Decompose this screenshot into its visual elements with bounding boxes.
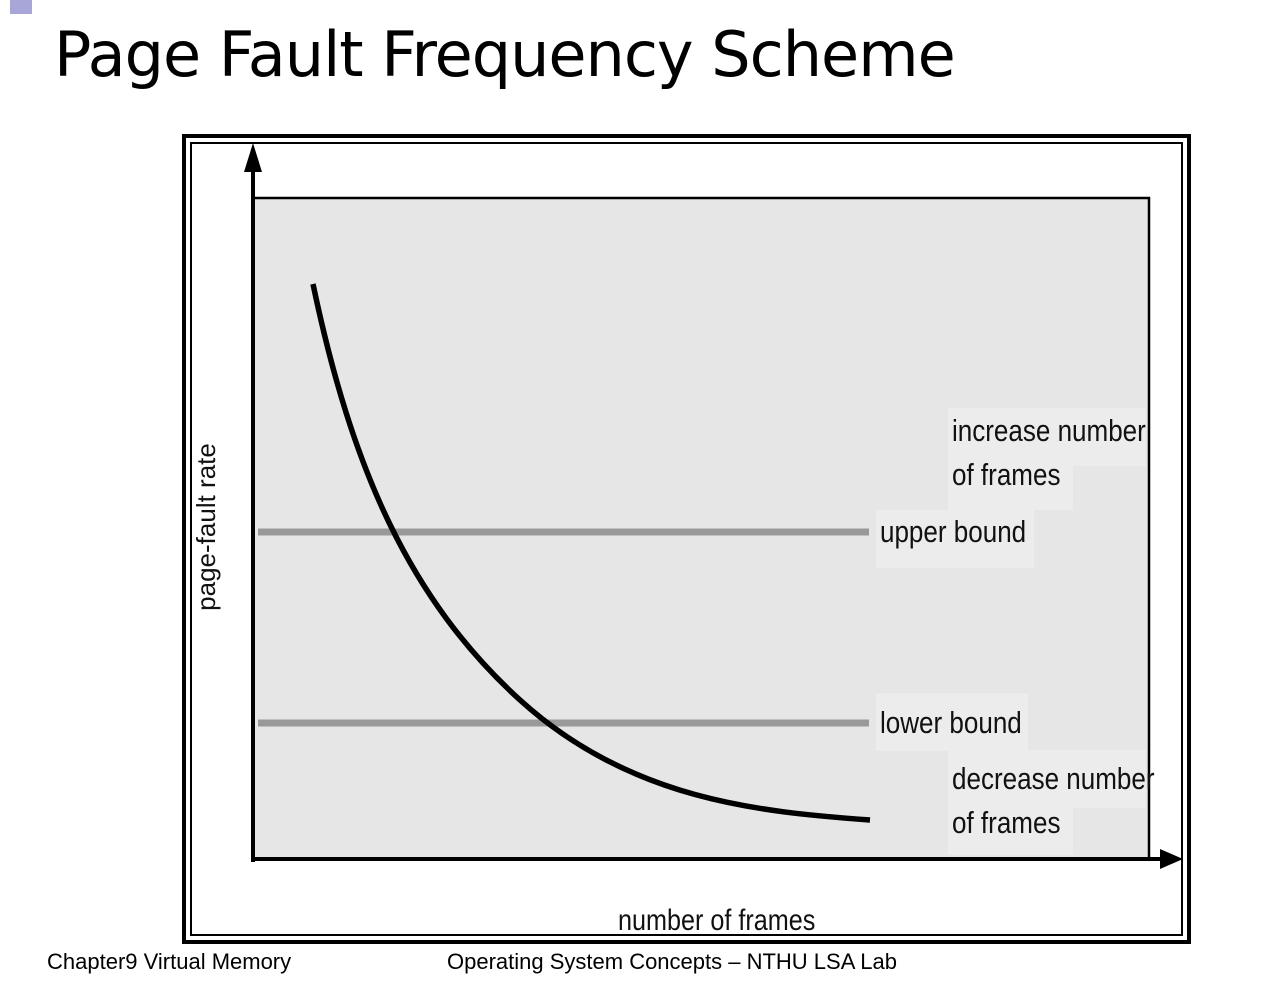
upper-bound-label: upper bound: [880, 515, 1026, 550]
inner-frame: [190, 142, 1183, 936]
decrease-label-bg-2: [948, 800, 1073, 855]
decrease-label-bg: [948, 750, 1146, 808]
x-axis-arrowhead: [1160, 849, 1183, 869]
corner-marker: [10, 0, 32, 14]
increase-label-bg-2: [948, 458, 1073, 510]
decrease-label-line1: decrease number: [952, 762, 1155, 797]
decrease-label-line2: of frames: [952, 806, 1060, 841]
lower-bound-label-bg: [876, 693, 1028, 751]
y-axis-arrowhead: [244, 143, 262, 172]
footer-chapter: Chapter9 Virtual Memory: [47, 949, 292, 974]
lower-bound-label: lower bound: [880, 706, 1022, 741]
page-fault-curve: [310, 283, 871, 823]
y-axis-label: page-fault rate: [191, 443, 221, 611]
increase-label-bg: [948, 408, 1146, 466]
increase-label-line1: increase number: [952, 414, 1146, 449]
upper-bound-label-bg: [876, 510, 1034, 568]
x-axis-label: number of frames: [618, 903, 815, 937]
footer-course: Operating System Concepts – NTHU LSA Lab: [447, 949, 897, 974]
slide-title: Page Fault Frequency Scheme: [54, 18, 956, 91]
increase-label-line2: of frames: [952, 458, 1060, 493]
